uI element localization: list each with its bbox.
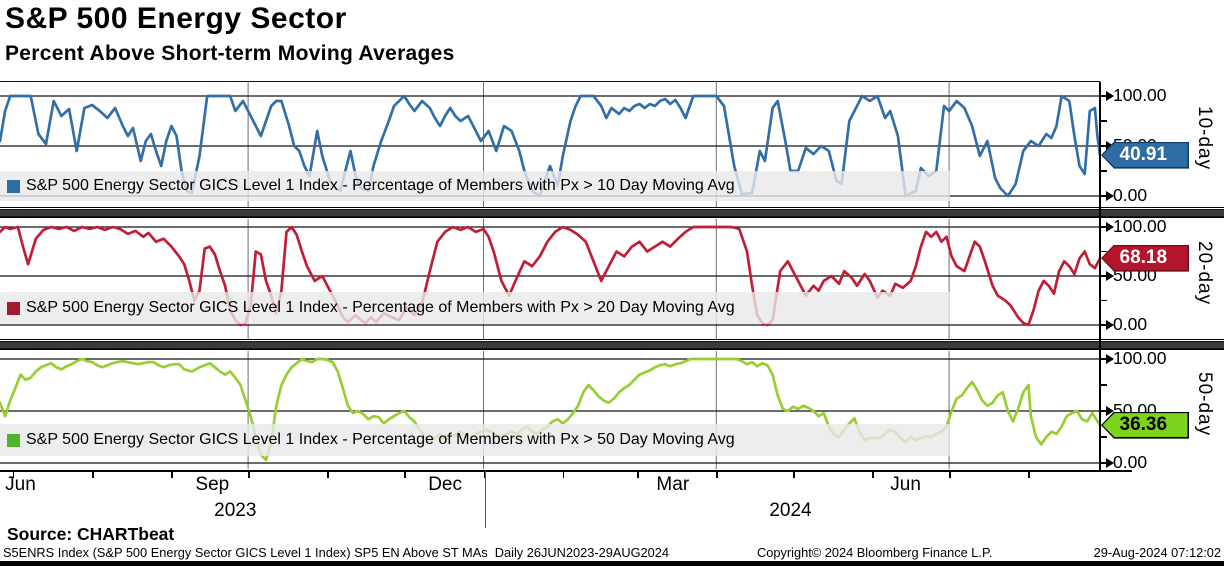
- source-label: Source: CHARTbeat: [7, 524, 175, 544]
- panel-20day: S&P 500 Energy Sector GICS Level 1 Index…: [0, 216, 1224, 340]
- x-year-label: 2023: [214, 500, 257, 521]
- y-minor-tick: [1100, 120, 1107, 122]
- y-major-tick: [1100, 191, 1114, 201]
- x-month-label: Mar: [656, 474, 690, 495]
- x-month-tick: [949, 472, 951, 478]
- last-value-20day: 68.18: [1119, 247, 1168, 269]
- legend-text-10day: S&P 500 Energy Sector GICS Level 1 Index…: [26, 177, 735, 194]
- legend-text-50day: S&P 500 Energy Sector GICS Level 1 Index…: [26, 431, 735, 448]
- footer-ticker-info: S5ENRS Index (S&P 500 Energy Sector GICS…: [3, 545, 670, 560]
- year-divider-line: [485, 471, 486, 528]
- y-minor-tick: [1100, 250, 1107, 252]
- x-month-tick: [637, 472, 639, 478]
- x-month-label: Dec: [428, 474, 462, 495]
- separator-bar: [0, 209, 1224, 217]
- y-tick-label: 100.00: [1113, 85, 1167, 105]
- x-month-tick: [483, 472, 485, 478]
- right-axis-line: [1099, 82, 1101, 471]
- legend-marker-50day: [7, 433, 20, 447]
- y-minor-tick: [1100, 436, 1107, 438]
- y-tick-label: 0.00: [1113, 452, 1148, 472]
- y-major-tick: [1100, 222, 1114, 232]
- y-major-tick: [1100, 91, 1114, 101]
- y-tick-label: 100.00: [1113, 216, 1167, 236]
- legend-text-20day: S&P 500 Energy Sector GICS Level 1 Index…: [26, 299, 735, 316]
- footer-timestamp: 29-Aug-2024 07:12:02: [1093, 545, 1221, 560]
- x-month-tick: [171, 472, 173, 478]
- legend-marker-20day: [7, 301, 20, 315]
- panel-top-border: [0, 81, 1100, 82]
- x-month-label: Jun: [5, 474, 36, 495]
- x-month-tick: [92, 472, 94, 478]
- x-month-tick: [248, 472, 250, 478]
- y-major-tick: [1100, 271, 1114, 281]
- panel-axis-label-20day: 20-day: [1194, 241, 1215, 306]
- x-month-tick: [12, 472, 15, 478]
- x-month-label: Jun: [890, 474, 921, 495]
- x-axis-line: [0, 470, 1132, 472]
- chart-title: S&P 500 Energy Sector: [5, 2, 347, 35]
- panel-10day: S&P 500 Energy Sector GICS Level 1 Index…: [0, 80, 1224, 208]
- y-major-tick: [1100, 406, 1114, 416]
- x-month-tick: [793, 472, 795, 478]
- panel-50day: S&P 500 Energy Sector GICS Level 1 Index…: [0, 348, 1224, 472]
- panel-separator-2: [0, 339, 1224, 350]
- legend-marker-10day: [7, 179, 20, 193]
- panel-separator-1: [0, 207, 1224, 218]
- x-year-label: 2024: [769, 500, 812, 521]
- y-major-tick: [1100, 320, 1114, 330]
- last-value-10day: 40.91: [1119, 144, 1168, 166]
- last-value-badge-10day: 40.91: [1101, 141, 1189, 169]
- y-minor-tick: [1100, 384, 1107, 386]
- y-major-tick: [1100, 354, 1114, 364]
- chart-subtitle: Percent Above Short-term Moving Averages: [5, 42, 455, 65]
- last-value-50day: 36.36: [1119, 414, 1168, 436]
- bottom-border-bar: [0, 561, 1224, 566]
- x-month-tick: [1028, 472, 1030, 478]
- x-month-tick: [562, 472, 565, 478]
- x-month-tick: [404, 472, 406, 478]
- x-month-tick: [716, 472, 718, 478]
- y-tick-label: 100.00: [1113, 348, 1167, 368]
- y-tick-label: 0.00: [1113, 314, 1148, 334]
- legend-band-50day: S&P 500 Energy Sector GICS Level 1 Index…: [0, 424, 950, 456]
- footer-copyright: Copyright© 2024 Bloomberg Finance L.P.: [757, 545, 993, 560]
- legend-band-20day: S&P 500 Energy Sector GICS Level 1 Index…: [0, 292, 950, 324]
- y-minor-tick: [1100, 170, 1107, 172]
- panel-axis-label-10day: 10-day: [1194, 106, 1215, 171]
- last-value-badge-50day: 36.36: [1101, 411, 1189, 439]
- y-major-tick: [1100, 458, 1114, 468]
- footer-bar: S5ENRS Index (S&P 500 Energy Sector GICS…: [0, 545, 1224, 561]
- x-month-label: Sep: [195, 474, 230, 495]
- y-tick-label: 0.00: [1113, 185, 1148, 205]
- separator-bar: [0, 341, 1224, 349]
- x-month-tick: [872, 472, 874, 478]
- legend-band-10day: S&P 500 Energy Sector GICS Level 1 Index…: [0, 171, 950, 201]
- last-value-badge-20day: 68.18: [1101, 244, 1189, 272]
- panel-axis-label-50day: 50-day: [1194, 372, 1215, 437]
- y-minor-tick: [1100, 299, 1107, 301]
- x-month-tick: [327, 472, 329, 478]
